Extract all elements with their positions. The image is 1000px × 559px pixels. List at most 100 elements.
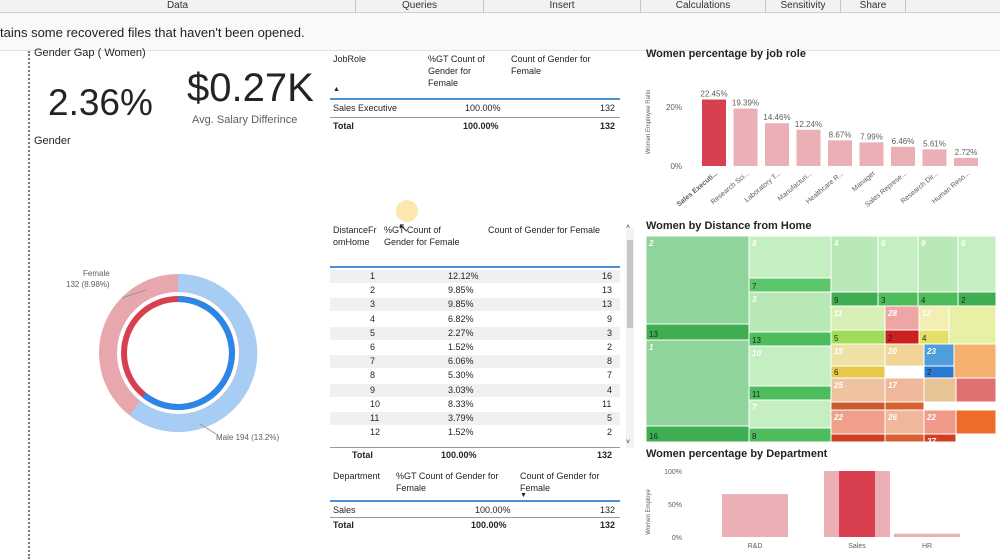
scroll-up-icon[interactable]: ˄: [626, 224, 631, 231]
sort-asc-icon[interactable]: ▲: [333, 86, 340, 93]
jobrole-bar[interactable]: [891, 146, 915, 166]
treemap-tile[interactable]: [884, 409, 925, 435]
ribbon-tab-share[interactable]: Share: [841, 0, 906, 13]
jobrole-bar[interactable]: [702, 99, 726, 166]
treemap-tile[interactable]: [955, 409, 997, 435]
jobrole-bar[interactable]: [859, 142, 884, 166]
distance-scrollbar[interactable]: [626, 228, 634, 448]
treemap-value-band[interactable]: [830, 329, 886, 345]
dept-bar-chart[interactable]: Women Employe 100% 50% 0% R&D Sales HR: [640, 462, 1000, 559]
treemap-tile[interactable]: [748, 345, 832, 387]
jobrole-header-pct[interactable]: %GT Count of Gender for Female: [428, 54, 485, 88]
dept-bar[interactable]: [722, 494, 788, 537]
treemap-value-band[interactable]: [748, 331, 832, 347]
treemap-value-band[interactable]: [748, 385, 832, 401]
treemap-tile-label: 26: [887, 413, 897, 422]
table-row[interactable]: 6: [370, 342, 376, 352]
treemap-tile[interactable]: [884, 305, 920, 331]
table-row[interactable]: Sales Executive: [333, 103, 398, 113]
treemap-tile-value: 9: [834, 296, 839, 305]
table-row[interactable]: 4: [370, 313, 376, 324]
distance-header-distance[interactable]: DistanceFromHome: [333, 225, 377, 247]
treemap-tile-label: 6: [961, 239, 966, 248]
treemap-value-band[interactable]: [830, 365, 886, 379]
jobrole-bar-chart[interactable]: Women Employee Ratio 20%0%22.45%Sales Exe…: [640, 62, 1000, 217]
dept-bar-highlight[interactable]: [839, 471, 875, 537]
table-row[interactable]: 10: [370, 398, 381, 409]
table-row[interactable]: 7: [370, 356, 376, 367]
table-row[interactable]: 8: [370, 370, 376, 381]
table-row[interactable]: 1: [370, 271, 376, 281]
treemap-tile[interactable]: [877, 236, 919, 293]
treemap-tile[interactable]: [948, 305, 997, 345]
treemap-tile[interactable]: [957, 236, 997, 293]
treemap-value-band[interactable]: [884, 401, 925, 411]
table-row[interactable]: 12: [370, 427, 381, 438]
treemap-tile[interactable]: [884, 433, 925, 443]
ribbon-tab-insert[interactable]: Insert: [484, 0, 641, 13]
treemap-value-band[interactable]: [748, 427, 832, 443]
table-cell: 9.85%: [448, 285, 474, 296]
ribbon-tab-calculations[interactable]: Calculations: [641, 0, 766, 13]
ribbon-tab-sensitivity[interactable]: Sensitivity: [766, 0, 841, 13]
treemap-tile[interactable]: [646, 339, 750, 427]
jobrole-y-axis-label: Women Employee Ratio: [646, 89, 652, 154]
jobrole-bar[interactable]: [796, 129, 821, 166]
ribbon-tab-data[interactable]: Data: [0, 0, 356, 13]
treemap-value-band[interactable]: [748, 277, 832, 293]
jobrole-total-count: 132: [600, 121, 616, 131]
distance-scrollbar-thumb[interactable]: [627, 240, 633, 328]
distance-header-rule: [330, 266, 620, 268]
jobrole-data-label: 14.46%: [763, 113, 790, 122]
jobrole-header-jobrole[interactable]: JobRole: [333, 54, 367, 64]
table-row[interactable]: 2: [370, 285, 376, 296]
dept-bar[interactable]: [894, 533, 960, 537]
dept-total-label: Total: [333, 520, 354, 530]
dept-header-count[interactable]: Count of Gender for Female: [520, 471, 600, 493]
treemap-tile-value: 7: [752, 282, 757, 291]
treemap-tile[interactable]: [646, 236, 750, 325]
sort-desc-icon[interactable]: ▼: [520, 492, 527, 499]
jobrole-bar[interactable]: [828, 140, 852, 166]
treemap-value-band[interactable]: [646, 425, 750, 443]
gender-gap-title: Gender Gap ( Women): [34, 47, 146, 59]
table-cell: 1.52%: [448, 427, 474, 438]
donut-inner-male: [142, 296, 235, 410]
dept-header-department[interactable]: Department: [333, 471, 381, 481]
jobrole-bar[interactable]: [922, 149, 947, 166]
dept-header-pct[interactable]: %GT Count of Gender for Female: [396, 471, 499, 493]
treemap-tile[interactable]: [748, 399, 832, 429]
treemap-value-band[interactable]: [646, 323, 750, 341]
treemap-tile[interactable]: [953, 343, 997, 379]
table-row-stripe: [330, 383, 620, 397]
ribbon-tab-queries[interactable]: Queries: [356, 0, 484, 13]
table-cell: 2: [607, 427, 613, 438]
treemap-tile-label: 1: [649, 343, 654, 352]
scroll-down-icon[interactable]: ˅: [626, 439, 631, 446]
treemap-tile-value: 6: [834, 368, 839, 377]
distance-treemap[interactable]: 2 13 1 16 8 7 3 13 10 11 7 8 4 9 6 3 9 4 6 2 11 5 28 2 12 4 15 6 20 2…: [646, 236, 998, 444]
distance-header-pct[interactable]: %GT Count of Gender for Female: [384, 225, 460, 247]
table-row[interactable]: Sales: [333, 505, 356, 515]
treemap-value-band[interactable]: [830, 433, 886, 443]
jobrole-header-count[interactable]: Count of Gender for Female: [511, 54, 591, 76]
table-row[interactable]: 5: [370, 327, 376, 338]
treemap-tile[interactable]: [748, 291, 832, 333]
donut-male-arc[interactable]: [129, 273, 258, 432]
treemap-value-band[interactable]: [830, 401, 886, 411]
gender-donut-chart[interactable]: [60, 250, 280, 450]
distance-header-count[interactable]: Count of Gender for Female: [488, 225, 601, 235]
jobrole-bar[interactable]: [733, 108, 758, 166]
table-row[interactable]: 11: [370, 413, 380, 423]
infobar-message: tains some recovered files that haven't …: [0, 25, 305, 40]
table-cell: 11: [602, 398, 612, 409]
table-row[interactable]: 9: [370, 384, 376, 395]
jobrole-bar[interactable]: [765, 123, 789, 166]
treemap-tile[interactable]: [923, 377, 957, 403]
table-cell: 3.03%: [448, 384, 474, 395]
jobrole-bar[interactable]: [954, 157, 978, 166]
treemap-tile[interactable]: [748, 236, 832, 279]
table-row[interactable]: 3: [370, 299, 376, 310]
treemap-tile[interactable]: [955, 377, 997, 403]
treemap-tile[interactable]: [923, 433, 957, 443]
